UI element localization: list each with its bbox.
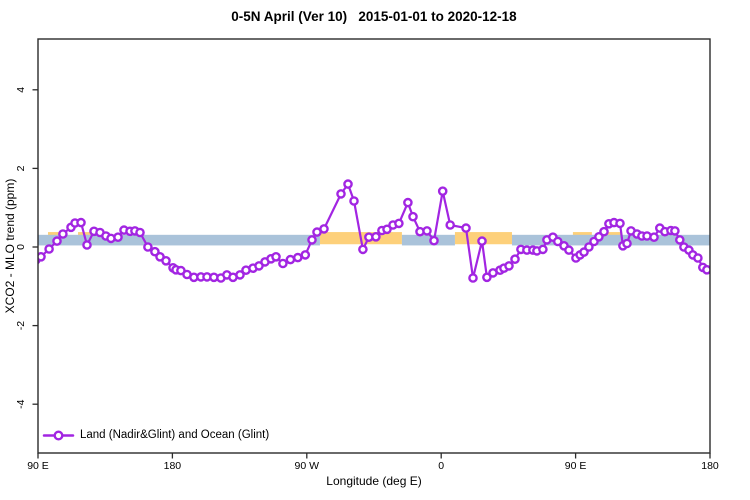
data-point xyxy=(510,254,520,265)
data-point xyxy=(161,255,171,266)
data-point xyxy=(403,197,413,208)
chart-title: 0-5N April (Ver 10) 2015-01-01 to 2020-1… xyxy=(231,9,517,24)
data-point xyxy=(461,223,471,233)
legend-label: Land (Nadir&Glint) and Ocean (Glint) xyxy=(80,429,270,441)
x-tick-label: 90 E xyxy=(27,460,49,472)
data-point xyxy=(300,250,311,260)
data-point xyxy=(336,189,346,199)
data-point xyxy=(371,231,381,242)
data-point xyxy=(445,220,456,230)
data-point xyxy=(702,265,710,275)
data-point xyxy=(477,236,487,246)
data-point xyxy=(382,224,392,235)
data-point xyxy=(292,252,303,263)
data-point xyxy=(358,244,368,255)
data-point xyxy=(58,229,68,239)
series-group xyxy=(38,179,710,283)
data-point xyxy=(349,196,359,206)
data-point xyxy=(599,226,609,237)
data-point xyxy=(670,226,680,236)
data-point xyxy=(615,218,625,229)
x-tick-label: 180 xyxy=(701,460,719,472)
data-point xyxy=(319,224,329,234)
data-point xyxy=(44,244,54,254)
band-blue-segment xyxy=(511,234,710,246)
legend-marker-symbol xyxy=(53,430,64,441)
data-point xyxy=(564,245,574,255)
x-tick-label: 0 xyxy=(438,460,444,472)
data-point xyxy=(38,252,46,262)
data-point xyxy=(82,240,92,250)
y-tick-label: 4 xyxy=(15,87,27,93)
data-point xyxy=(52,236,62,246)
y-tick-label: -2 xyxy=(15,321,27,330)
plot-border xyxy=(37,38,711,454)
data-point xyxy=(143,242,153,252)
data-point xyxy=(278,258,288,269)
data-point xyxy=(271,251,281,262)
band-blue-segment xyxy=(401,234,455,246)
y-tick-label: -4 xyxy=(15,399,27,408)
data-point xyxy=(468,273,478,283)
data-point xyxy=(429,235,439,246)
data-point xyxy=(76,217,86,228)
data-point xyxy=(553,236,563,247)
y-tick-label: 2 xyxy=(15,165,27,171)
x-axis-label: Longitude (deg E) xyxy=(326,474,422,488)
data-point xyxy=(693,253,703,263)
data-point xyxy=(408,211,418,222)
band-blue-segment xyxy=(38,234,320,246)
data-point xyxy=(584,242,594,252)
data-point xyxy=(113,232,123,242)
data-point xyxy=(135,227,145,238)
data-point xyxy=(437,186,448,196)
data-point xyxy=(235,270,245,280)
data-point xyxy=(307,235,317,245)
data-point xyxy=(649,232,659,242)
data-point xyxy=(675,235,685,245)
data-point xyxy=(538,244,548,255)
y-tick-label: 0 xyxy=(15,244,27,250)
x-tick-label: 90 E xyxy=(565,460,587,472)
data-point xyxy=(422,226,432,236)
data-point xyxy=(285,254,296,265)
data-point xyxy=(343,179,353,189)
data-point xyxy=(504,261,514,271)
data-point xyxy=(394,218,404,229)
x-tick-label: 180 xyxy=(164,460,182,472)
x-tick-label: 90 W xyxy=(295,460,320,472)
data-point xyxy=(622,238,632,249)
data-point xyxy=(482,272,492,283)
